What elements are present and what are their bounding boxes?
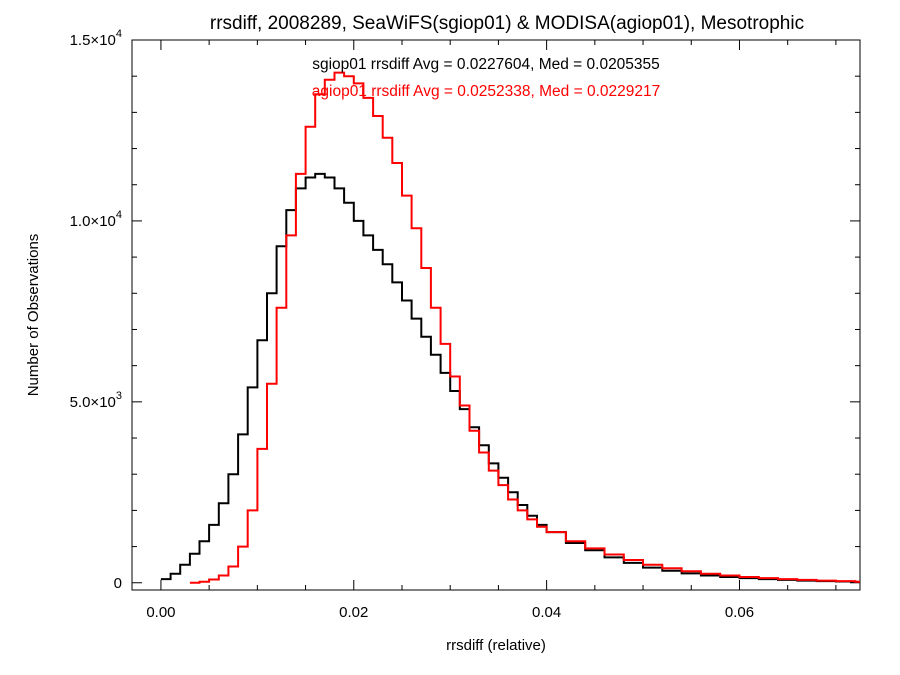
y-tick-label: 1.0×104 [70,209,122,230]
series-layer [160,71,860,584]
y-tick-label: 1.5×104 [70,28,122,49]
plot-frame [131,39,861,591]
annotation-sgiop01: sgiop01 rrsdiff Avg = 0.0227604, Med = 0… [312,56,660,73]
axis-ticks: 0.00 0.02 0.04 0.06 0 5.0×103 1.0×104 1.5×104 [70,28,860,621]
x-tick-label: 0.02 [339,604,368,621]
y-tick-label: 5.0×103 [70,390,122,411]
x-tick-label: 0.00 [146,604,175,621]
y-axis-label: Number of Observations [25,234,42,397]
x-tick-label: 0.06 [725,604,754,621]
series-line-0 [160,172,860,583]
annotation-agiop01: agiop01 rrsdiff Avg = 0.0252338, Med = 0… [312,83,660,100]
chart-title: rrsdiff, 2008289, SeaWiFS(sgiop01) & MOD… [210,13,804,34]
x-axis-label: rrsdiff (relative) [446,637,546,654]
series-line-1 [189,71,860,584]
x-tick-label: 0.04 [532,604,561,621]
y-tick-label: 0 [114,575,122,592]
